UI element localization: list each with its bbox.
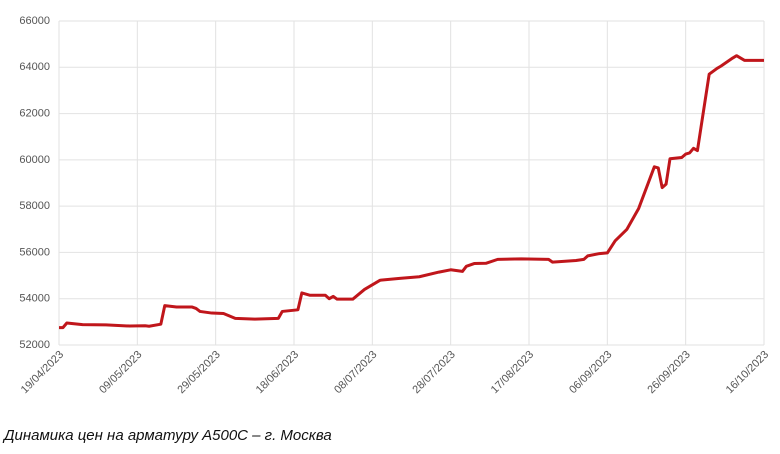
price-line	[59, 54, 764, 330]
x-tick-label: 09/05/2023	[97, 349, 144, 396]
x-tick-label: 08/07/2023	[332, 349, 379, 396]
x-tick-label: 19/04/2023	[19, 349, 66, 396]
x-tick-label: 26/09/2023	[645, 349, 692, 396]
x-tick-label: 06/09/2023	[567, 349, 614, 396]
y-tick-label: 58000	[19, 200, 50, 212]
y-tick-label: 62000	[19, 107, 50, 119]
chart: 52000 54000 56000 58000 60000 62000 64000 66000…	[19, 15, 771, 396]
x-tick-label: 29/05/2023	[175, 349, 222, 396]
y-tick-label: 66000	[19, 15, 50, 27]
x-tick-label: 17/08/2023	[489, 349, 536, 396]
caption: Динамика цен на арматуру А500С – г. Моск…	[4, 427, 332, 444]
y-tick-label: 60000	[19, 154, 50, 166]
x-tick-label: 18/06/2023	[254, 349, 301, 396]
x-tick-label: 16/10/2023	[724, 349, 771, 396]
y-tick-label: 52000	[19, 339, 50, 351]
y-tick-label: 64000	[19, 61, 50, 73]
x-tick-label: 28/07/2023	[410, 349, 457, 396]
y-tick-label: 54000	[19, 293, 50, 305]
y-tick-label: 56000	[19, 246, 50, 258]
